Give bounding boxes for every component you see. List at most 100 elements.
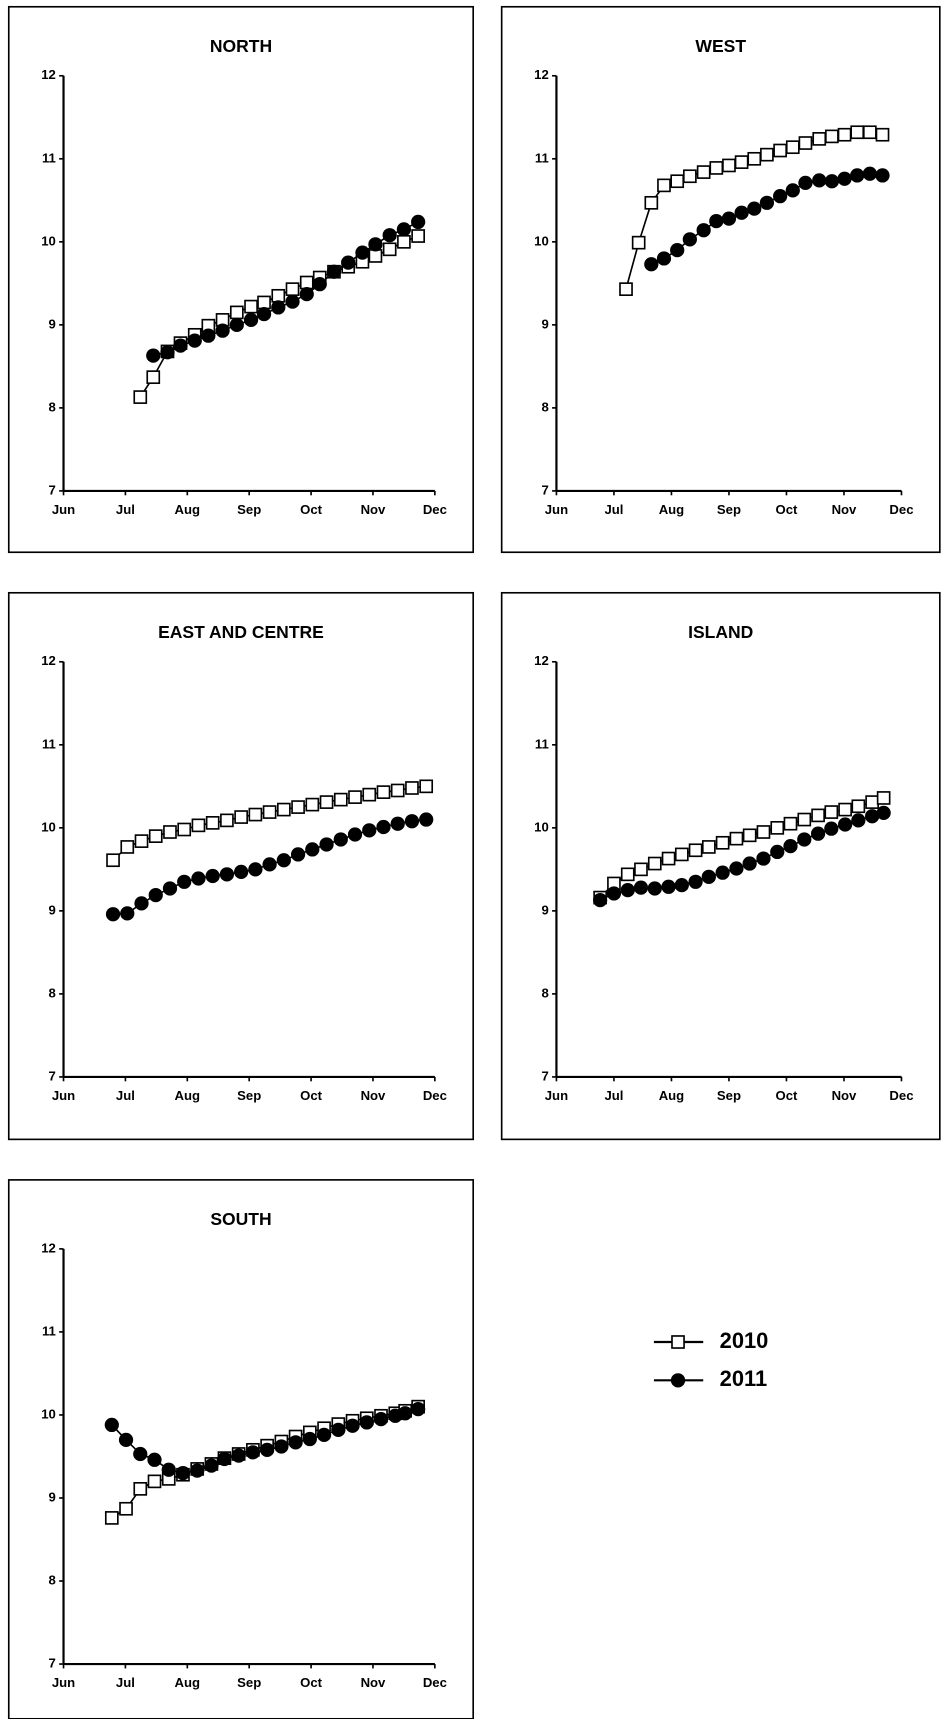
marker-circle [215,323,230,338]
marker-circle [160,345,175,360]
marker-circle [219,867,235,882]
marker-circle [647,881,662,896]
marker-circle [256,306,272,322]
marker-circle [187,333,202,348]
panel-title: NORTH [210,36,272,56]
y-tick-label: 8 [49,1572,56,1587]
panel-frame [7,591,475,1141]
marker-circle [191,871,206,886]
y-tick-label: 7 [541,1068,548,1083]
x-tick-label: Sep [237,502,261,517]
marker-square [838,802,852,817]
x-tick-label: Sep [237,1088,261,1103]
y-tick-label: 9 [541,316,548,331]
marker-square [148,829,163,843]
marker-square [674,847,689,862]
panel-title: SOUTH [210,1209,271,1229]
legend-label: 2010 [720,1328,769,1353]
y-tick-label: 12 [41,653,56,668]
marker-square [696,165,711,179]
marker-square [862,125,877,140]
marker-circle [245,1445,261,1460]
x-tick-label: Jul [604,1088,623,1103]
marker-circle [661,879,676,894]
marker-circle [175,1465,191,1481]
x-tick-label: Nov [361,1675,386,1690]
marker-square [634,862,648,877]
marker-circle [674,878,689,893]
marker-circle [359,1415,374,1430]
marker-circle [785,183,800,198]
marker-circle [606,886,622,901]
marker-square [876,791,891,805]
marker-circle [271,300,286,315]
marker-square [368,249,383,263]
marker-circle [276,853,291,868]
marker-square [647,856,662,871]
marker-circle [231,1448,246,1463]
y-tick-label: 7 [49,1068,56,1083]
marker-square [119,1501,133,1516]
panel-frame [500,591,941,1141]
marker-circle [201,328,216,343]
x-tick-label: Sep [717,502,741,517]
marker-square [319,795,334,809]
marker-square [277,802,291,817]
marker-circle [204,1458,219,1473]
x-tick-label: Jul [116,1675,135,1690]
marker-circle [299,287,314,302]
panel-title: EAST AND CENTRE [158,622,324,642]
x-tick-label: Aug [175,1088,201,1103]
marker-square [348,790,362,804]
marker-circle [331,1422,346,1438]
marker-circle [742,856,757,871]
x-tick-label: Sep [237,1675,261,1690]
marker-circle [312,277,327,292]
marker-square [291,800,305,814]
marker-square [234,810,248,824]
marker-circle [865,809,880,824]
marker-square [670,174,685,189]
marker-square [133,1481,148,1496]
marker-square [299,275,314,290]
x-tick-label: Dec [889,502,913,517]
series-line [650,172,883,266]
marker-square [657,178,671,193]
marker-square [147,1474,162,1489]
marker-square [104,1511,119,1525]
marker-circle [837,817,853,832]
x-tick-label: Dec [423,502,447,517]
y-tick-label: 11 [42,1323,56,1338]
marker-circle [161,1462,176,1477]
x-tick-label: Dec [423,1088,447,1103]
marker-square [146,370,161,385]
x-tick-label: Jul [116,502,135,517]
x-tick-label: Aug [659,502,685,517]
x-tick-label: Oct [300,1675,323,1690]
marker-circle [147,1452,162,1467]
marker-circle [419,812,434,827]
x-tick-label: Oct [776,1088,799,1103]
x-tick-label: Sep [717,1088,741,1103]
y-tick-label: 9 [49,902,56,917]
marker-square [620,867,635,882]
marker-square [163,825,177,839]
marker-square [305,797,320,812]
y-tick-label: 8 [541,985,548,1000]
marker-circle [120,906,135,921]
marker-square [865,795,879,809]
marker-square [376,785,391,799]
marker-square [229,305,244,320]
marker-circle [715,865,730,880]
marker-circle [362,823,377,838]
marker-square [405,781,419,795]
marker-circle [850,168,865,183]
marker-circle [173,338,188,353]
marker-circle [411,1402,426,1417]
y-tick-label: 7 [49,1656,56,1671]
x-tick-label: Nov [361,502,386,517]
x-tick-label: Aug [175,1675,201,1690]
marker-circle [104,1417,119,1433]
y-tick-label: 7 [49,482,56,497]
x-tick-label: Nov [832,502,857,517]
